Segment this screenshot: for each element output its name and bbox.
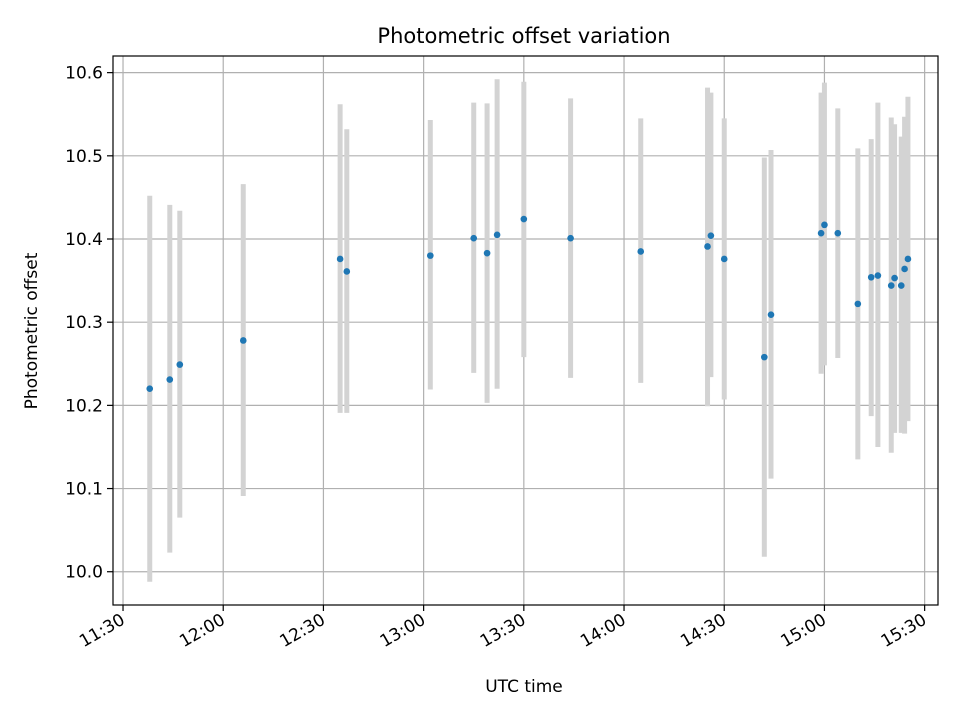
x-tick-label: 14:30 <box>677 610 729 652</box>
data-point <box>767 311 775 318</box>
data-point <box>176 361 184 368</box>
data-point <box>904 255 912 263</box>
data-point <box>146 385 154 393</box>
y-axis: 10.0 10.1 10.2 10.3 10.4 10.5 10.6 <box>65 64 113 583</box>
x-tick-label: 11:30 <box>76 610 128 652</box>
data-point <box>707 232 715 239</box>
y-tick-label: 10.1 <box>65 480 103 500</box>
data-point <box>336 255 344 263</box>
data-point <box>821 221 828 229</box>
data-point <box>901 265 908 273</box>
data-point <box>427 252 434 259</box>
data-point <box>470 234 478 242</box>
plot-frame <box>112 55 939 606</box>
x-axis: 11:30 12:00 12:30 13:00 13:30 14:00 14:30 15:00… <box>76 605 930 652</box>
data-point <box>720 255 728 263</box>
data-point <box>704 243 711 250</box>
data-point <box>166 376 174 383</box>
x-tick-label: 13:30 <box>477 610 529 652</box>
error-bars <box>147 79 911 582</box>
data-point <box>854 300 862 308</box>
data-point <box>637 248 645 255</box>
x-tick-label: 12:00 <box>176 610 228 652</box>
y-tick-label: 10.3 <box>65 313 103 333</box>
data-point <box>567 234 574 242</box>
data-point <box>867 273 875 281</box>
y-tick-label: 10.0 <box>65 563 103 583</box>
data-point <box>483 249 491 257</box>
x-axis-label: UTC time <box>485 677 563 697</box>
x-tick-label: 15:00 <box>778 610 830 652</box>
data-point <box>520 215 528 223</box>
y-tick-label: 10.5 <box>65 147 103 167</box>
data-point <box>891 274 898 282</box>
data-point <box>493 231 501 239</box>
data-point <box>817 229 825 237</box>
data-point <box>834 229 842 237</box>
y-tick-label: 10.4 <box>65 230 103 250</box>
x-tick-label: 13:00 <box>377 610 429 652</box>
data-point <box>887 282 895 289</box>
y-axis-label: Photometric offset <box>22 252 42 409</box>
y-tick-label: 10.2 <box>65 396 103 416</box>
y-tick-label: 10.6 <box>65 64 103 84</box>
chart-title: Photometric offset variation <box>377 24 670 48</box>
x-tick-label: 15:30 <box>878 610 930 652</box>
data-points <box>146 215 912 393</box>
x-tick-label: 12:30 <box>276 610 328 652</box>
data-point <box>239 337 247 344</box>
data-point <box>761 353 768 361</box>
data-point <box>897 282 905 289</box>
data-point <box>874 272 882 279</box>
data-point <box>343 268 351 275</box>
x-tick-label: 14:00 <box>577 610 629 652</box>
